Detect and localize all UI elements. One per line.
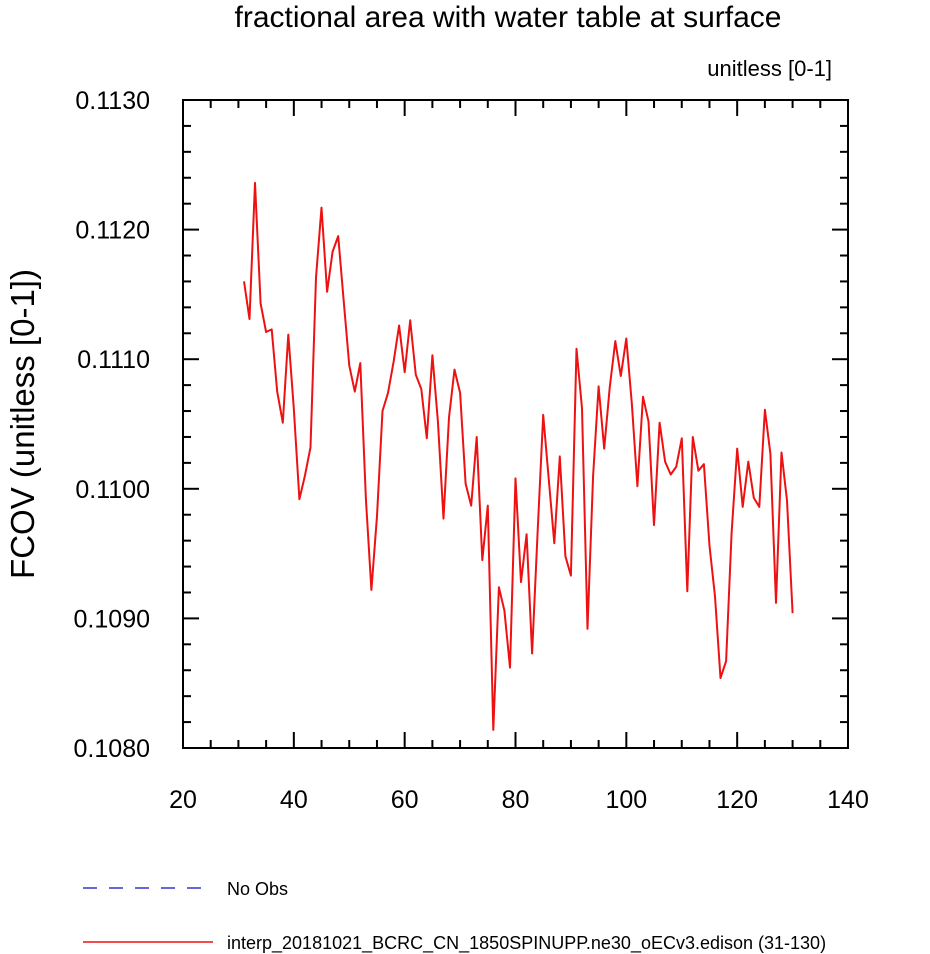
- y-tick-label: 0.1110: [77, 346, 150, 374]
- y-tick-label: 0.1090: [74, 605, 150, 633]
- x-tick-label: 40: [280, 786, 308, 814]
- plot-frame: [182, 99, 849, 749]
- chart-title: fractional area with water table at surf…: [235, 1, 782, 34]
- series-line: [243, 181, 794, 731]
- legend-label: interp_20181021_BCRC_CN_1850SPINUPP.ne30…: [227, 933, 826, 954]
- y-axis-label: FCOV (unitless [0-1]): [4, 269, 41, 579]
- series-layer: [243, 181, 794, 731]
- units-label: unitless [0-1]: [707, 56, 832, 81]
- y-tick-label: 0.1120: [75, 217, 150, 245]
- x-tick-label: 80: [502, 786, 530, 814]
- x-tick-label: 60: [391, 786, 419, 814]
- x-tick-label: 140: [827, 786, 869, 814]
- x-tick-label: 100: [605, 786, 647, 814]
- y-tick-label: 0.1080: [74, 735, 150, 763]
- x-tick-label: 20: [169, 786, 197, 814]
- axes: 20 40 60 80 100 120 140 0.1080 0.1090 0.1100 0.111…: [74, 87, 869, 814]
- legend-label: No Obs: [227, 879, 288, 899]
- y-tick-label: 0.1130: [75, 87, 150, 115]
- x-tick-label: 120: [716, 786, 758, 814]
- legend: No Obs interp_20181021_BCRC_CN_1850SPINUP…: [83, 879, 826, 954]
- y-tick-label: 0.1100: [75, 476, 150, 504]
